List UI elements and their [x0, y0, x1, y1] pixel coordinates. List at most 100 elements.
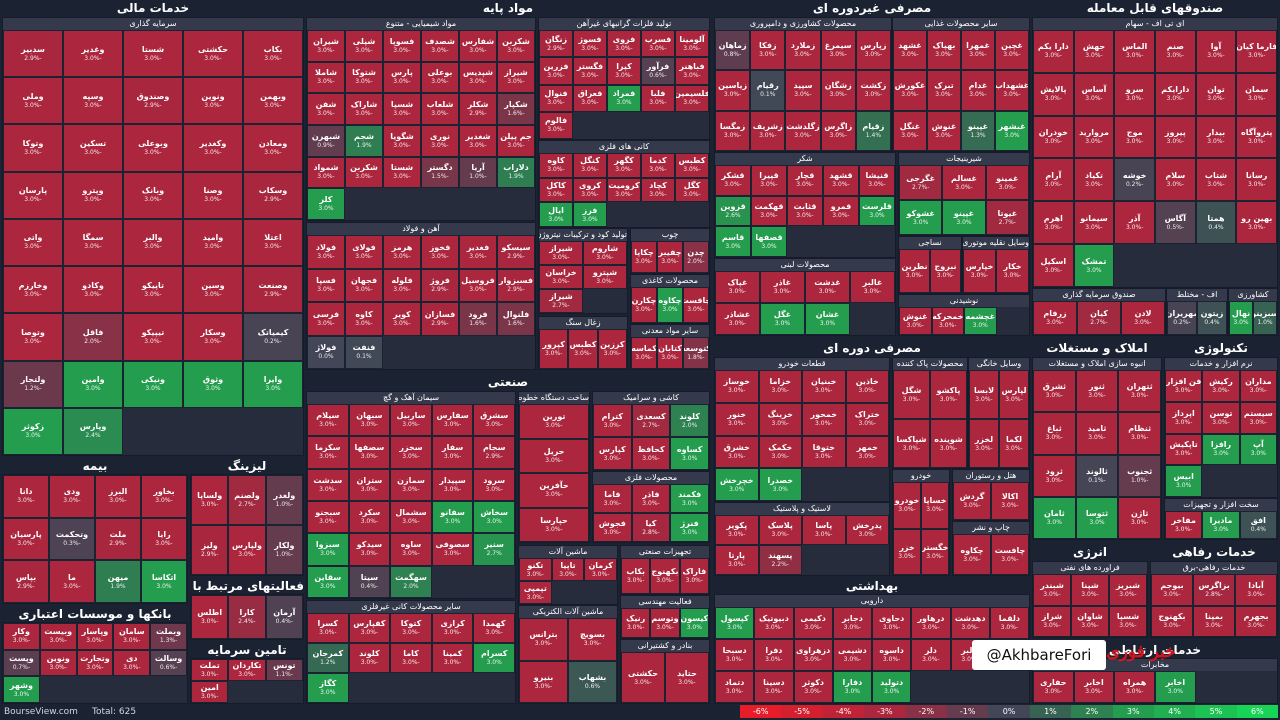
stock-tile[interactable]: وایرا 3.0%	[243, 360, 303, 408]
stock-tile[interactable]: شفارس -3.0%	[459, 30, 497, 62]
stock-tile[interactable]: ونیکی 3.0%	[123, 360, 183, 408]
stock-tile[interactable]: تیپیکو -3.0%	[123, 313, 183, 361]
stock-tile[interactable]: نبروج -3.0%	[930, 249, 961, 293]
stock-tile[interactable]: سمگا -3.0%	[63, 218, 123, 267]
stock-tile[interactable]: پارس -3.0%	[383, 61, 421, 94]
stock-tile[interactable]: زیاسین -3.0%	[715, 70, 751, 111]
stock-tile[interactable]: داسوه -3.0%	[872, 639, 912, 671]
stock-tile[interactable]: کلوند -3.0%	[348, 643, 391, 673]
stock-tile[interactable]: پارسان -3.0%	[3, 171, 63, 219]
stock-tile[interactable]: خاذین -3.0%	[845, 370, 889, 403]
stock-tile[interactable]: وغدیر -3.0%	[63, 30, 123, 78]
stock-tile[interactable]: زگلدشت -3.0%	[785, 110, 821, 151]
stock-tile[interactable]: توسن -3.0%	[1202, 401, 1240, 434]
stock-tile[interactable]: فرز 3.0%	[573, 202, 607, 227]
stock-tile[interactable]: چکارن -3.0%	[631, 287, 657, 323]
stock-tile[interactable]: شکربن -3.0%	[497, 30, 535, 62]
stock-tile[interactable]: زفکا -3.0%	[750, 30, 786, 71]
stock-tile[interactable]: شغدیر -3.0%	[459, 124, 497, 157]
stock-tile[interactable]: هرمز -3.0%	[383, 235, 421, 269]
stock-tile[interactable]: خودرو -3.0%	[893, 482, 921, 529]
stock-tile[interactable]: اتکاسا 3.0%	[141, 560, 187, 603]
stock-tile[interactable]: غشان 3.0%	[805, 303, 850, 335]
stock-tile[interactable]: غسالم -3.0%	[942, 165, 986, 200]
stock-tile[interactable]: خنور -3.0%	[715, 402, 759, 436]
stock-tile[interactable]: آگاس -0.5%	[1155, 201, 1196, 245]
stock-tile[interactable]: بزاگرس -2.8%	[1193, 574, 1235, 606]
stock-tile[interactable]: لخزر -3.0%	[969, 419, 999, 468]
stock-tile[interactable]: غمینو -3.0%	[985, 165, 1029, 200]
stock-tile[interactable]: زملارد -3.0%	[785, 30, 821, 71]
stock-tile[interactable]: تمشک 3.0%	[1073, 244, 1115, 287]
stock-tile[interactable]: سکرد -3.0%	[348, 500, 391, 534]
stock-tile[interactable]: فالوم -3.0%	[539, 111, 573, 139]
stock-tile[interactable]: کتابان -3.0%	[657, 337, 683, 369]
stock-tile[interactable]: بهپاک -3.0%	[927, 30, 961, 71]
stock-tile[interactable]: لابسا -3.0%	[969, 370, 999, 419]
stock-tile[interactable]: غچشمه 3.0%	[964, 307, 997, 335]
stock-tile[interactable]: غالبر -3.0%	[850, 271, 895, 303]
stock-tile[interactable]: وکادو -3.0%	[63, 266, 123, 314]
stock-tile[interactable]: کیا -2.8%	[631, 513, 671, 542]
stock-tile[interactable]: وبهمن -3.0%	[243, 77, 303, 125]
stock-tile[interactable]: سقاین 3.0%	[307, 565, 349, 598]
stock-tile[interactable]: وبوعلی -3.0%	[123, 124, 183, 172]
stock-tile[interactable]: فعراق -3.0%	[573, 84, 607, 112]
stock-tile[interactable]: آرمان -0.4%	[265, 595, 303, 639]
stock-tile[interactable]: ثالوند -0.1%	[1075, 454, 1119, 497]
stock-tile[interactable]: ختوقا -3.0%	[802, 435, 846, 469]
stock-tile[interactable]: دکیمی -3.0%	[793, 607, 833, 639]
stock-tile[interactable]: وپست -0.7%	[3, 649, 40, 677]
stock-tile[interactable]: رایا -3.0%	[141, 517, 187, 561]
stock-tile[interactable]: غدشت -3.0%	[805, 271, 850, 303]
stock-tile[interactable]: چافست-3.0%	[991, 534, 1029, 575]
stock-tile[interactable]: دسینا -3.0%	[754, 671, 794, 703]
stock-tile[interactable]: شکلر -2.9%	[459, 93, 497, 125]
stock-tile[interactable]: لادن -3.0%	[1121, 301, 1165, 335]
stock-tile[interactable]: دحاوی -3.0%	[872, 607, 912, 639]
stock-tile[interactable]: غکورش -3.0%	[893, 70, 927, 111]
stock-tile[interactable]: شیران -3.0%	[307, 30, 345, 62]
stock-tile[interactable]: قزوین 2.6%	[715, 195, 751, 227]
stock-tile[interactable]: سلام -3.0%	[1155, 158, 1196, 202]
stock-tile[interactable]: خصدرا 3.0%	[758, 468, 802, 501]
stock-tile[interactable]: فسرب -3.0%	[641, 30, 675, 58]
stock-tile[interactable]: پارتا -3.0%	[715, 545, 759, 575]
stock-tile[interactable]: قمرو -3.0%	[823, 195, 859, 227]
stock-tile[interactable]: وسالت -0.6%	[150, 649, 187, 677]
stock-tile[interactable]: زیتون 0.4%	[1197, 301, 1227, 335]
stock-tile[interactable]: سدبیر -2.9%	[3, 30, 63, 78]
stock-tile[interactable]: زاگرس -3.0%	[820, 110, 856, 151]
stock-tile[interactable]: کطبس -3.0%	[675, 153, 709, 178]
stock-tile[interactable]: ختراک -3.0%	[845, 402, 889, 436]
stock-tile[interactable]: سخاش 3.0%	[473, 500, 515, 534]
stock-tile[interactable]: فنرژ 3.0%	[670, 513, 709, 542]
stock-tile[interactable]: وپترو -3.0%	[63, 171, 123, 219]
stock-tile[interactable]: شیراز -3.0%	[539, 241, 583, 265]
stock-tile[interactable]: کاوه -3.0%	[345, 302, 383, 336]
stock-tile[interactable]: کطبس -3.0%	[568, 329, 598, 369]
stock-tile[interactable]: شاروم -3.0%	[583, 241, 627, 265]
stock-tile[interactable]: سبزوا 3.0%	[307, 533, 349, 566]
stock-tile[interactable]: شتوکا -3.0%	[345, 61, 383, 94]
stock-tile[interactable]: نهال 3.0%	[1229, 301, 1253, 335]
stock-tile[interactable]: حتاید -3.0%	[665, 652, 709, 703]
stock-tile[interactable]: شصدف -3.0%	[421, 30, 459, 62]
stock-tile[interactable]: خزر -3.0%	[893, 528, 921, 575]
stock-tile[interactable]: سرود -3.0%	[473, 468, 515, 501]
stock-tile[interactable]: سمان -3.0%	[1236, 72, 1277, 116]
stock-tile[interactable]: کپسول 3.0%	[715, 607, 755, 639]
stock-tile[interactable]: زنگان -2.9%	[539, 30, 573, 58]
stock-tile[interactable]: غشهد -3.0%	[893, 30, 927, 71]
stock-tile[interactable]: سرو -3.0%	[1114, 72, 1155, 116]
stock-tile[interactable]: شمواد -3.0%	[307, 156, 345, 189]
stock-tile[interactable]: کیمیاتک -0.2%	[243, 313, 303, 361]
stock-tile[interactable]: فجهان -3.0%	[345, 268, 383, 302]
stock-tile[interactable]: کویر -3.0%	[383, 302, 421, 336]
stock-tile[interactable]: پاکشو -3.0%	[930, 370, 967, 419]
stock-tile[interactable]: وتجارت -3.0%	[76, 649, 114, 677]
stock-tile[interactable]: وخارزم -3.0%	[3, 266, 63, 314]
stock-tile[interactable]: غشاذر -3.0%	[715, 303, 760, 335]
stock-tile[interactable]: سمازن -3.0%	[390, 468, 432, 501]
stock-tile[interactable]: دبیوتیک -3.0%	[754, 607, 794, 639]
